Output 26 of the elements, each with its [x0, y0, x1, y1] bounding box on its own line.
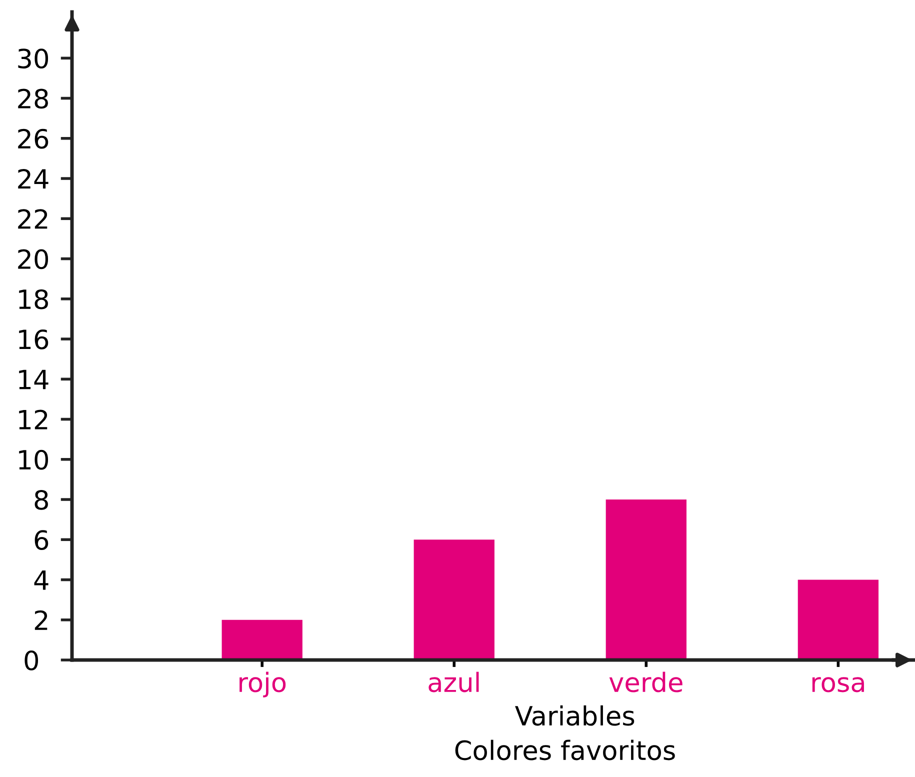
y-tick-label: 28: [18, 88, 48, 109]
y-tick-label: 18: [19, 289, 48, 310]
y-tick-label: 10: [19, 450, 48, 470]
bar: [606, 500, 686, 660]
y-tick-label: 12: [19, 410, 48, 430]
bar: [414, 540, 494, 660]
bar: [798, 580, 879, 660]
bar: [222, 620, 302, 660]
y-tick-label: 8: [34, 490, 48, 510]
y-tick-label: 14: [19, 370, 48, 390]
y-tick-label: 26: [18, 128, 48, 149]
x-tick-label: rojo: [240, 672, 286, 698]
x-tick-label: azul: [428, 672, 479, 692]
y-tick-label: 6: [34, 530, 48, 550]
text: Colores favoritos: [455, 740, 675, 760]
y-tick-label: 20: [18, 249, 48, 270]
y-tick-label: 22: [18, 209, 48, 229]
x-tick-label: verde: [609, 672, 682, 692]
x-tick-label: rosa: [812, 677, 864, 692]
y-tick-label: 16: [19, 329, 48, 350]
y-tick-label: 2: [34, 610, 48, 630]
y-tick-label: 0: [24, 650, 38, 670]
y-tick-label: 30: [18, 48, 48, 69]
y-tick-label: 24: [18, 168, 48, 189]
y-tick-label: 4: [34, 570, 48, 590]
x-axis-title: Variables: [515, 705, 634, 726]
